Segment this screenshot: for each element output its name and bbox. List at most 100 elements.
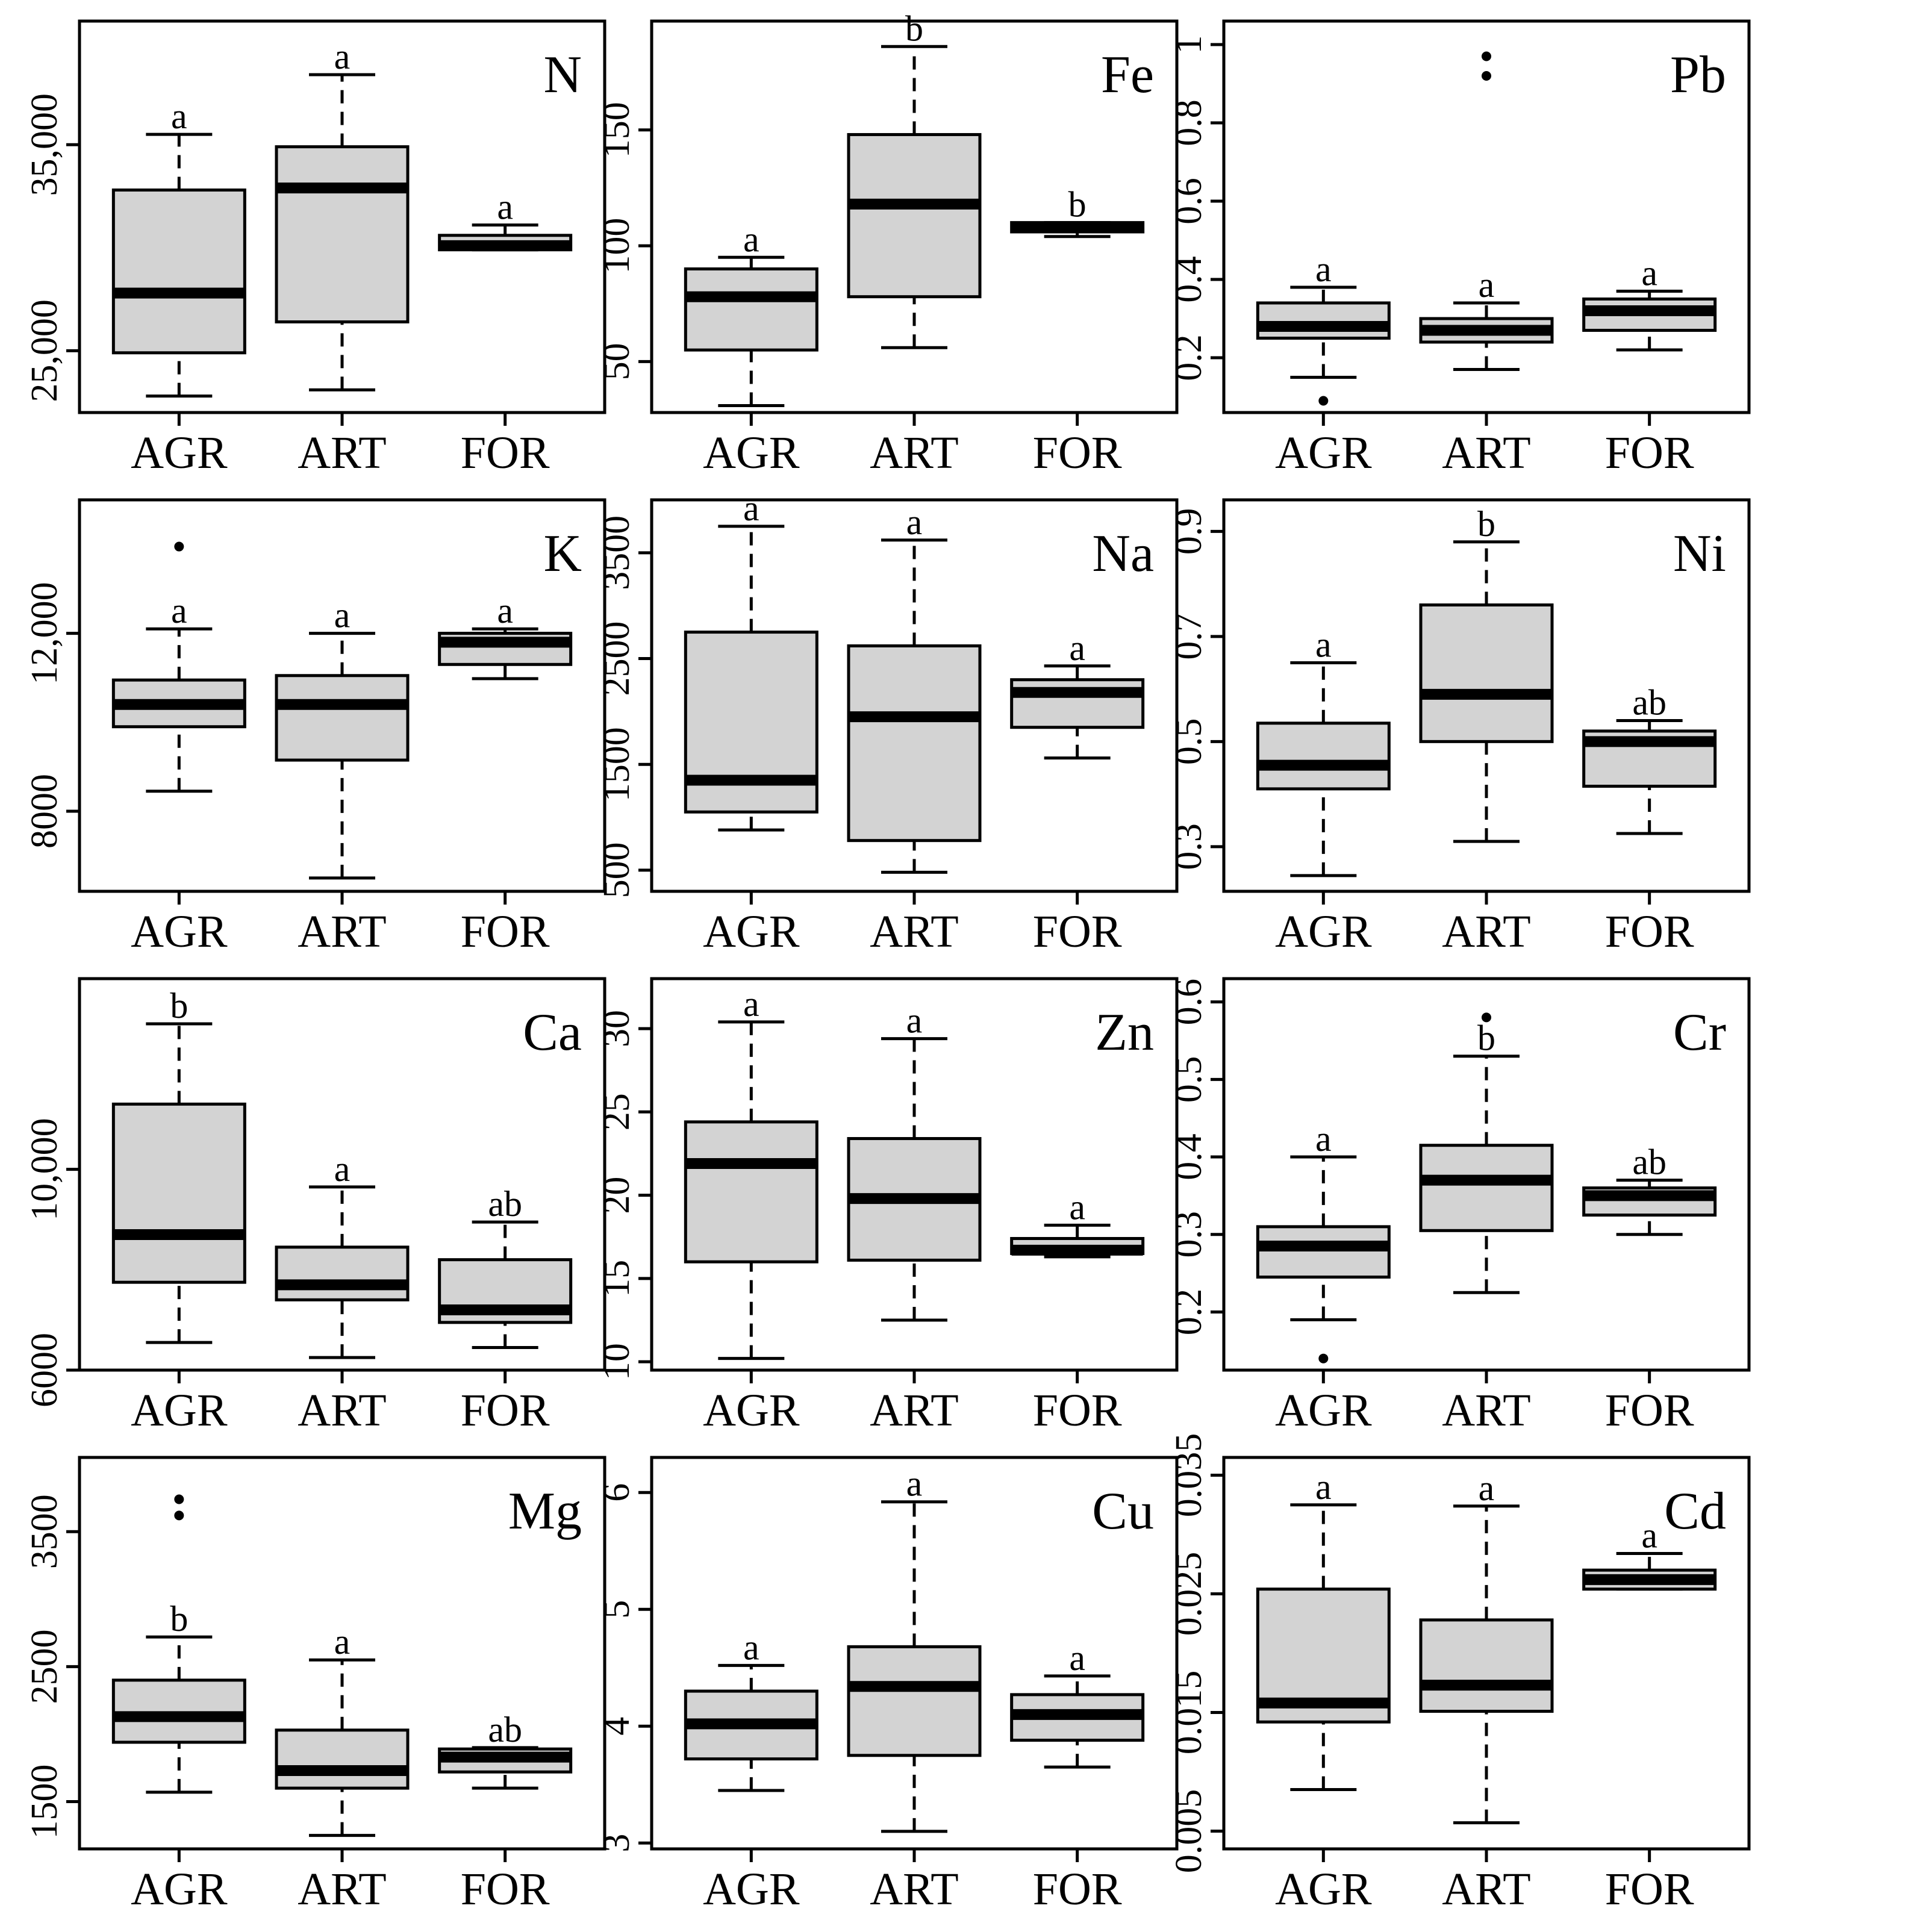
y-tick-label: 6 <box>596 1483 637 1502</box>
box-art: b <box>847 8 982 349</box>
x-category-label: ART <box>1442 906 1530 957</box>
box-agr: a <box>1256 625 1391 877</box>
y-tick-label: 0.4 <box>1168 256 1209 303</box>
box-for: a <box>1010 1187 1145 1259</box>
y-tick-label: 0.5 <box>1168 718 1209 765</box>
iqr-box <box>847 644 982 843</box>
y-tick-label: 0.3 <box>1168 1211 1209 1258</box>
y-tick-label: 4 <box>596 1717 637 1736</box>
significance-letter: a <box>1315 625 1332 664</box>
box-agr: a <box>684 488 818 832</box>
x-category-label: ART <box>1442 1385 1530 1436</box>
significance-letter: a <box>906 1001 923 1041</box>
x-category-label: ART <box>870 906 958 957</box>
y-tick-label: 6000 <box>24 1333 65 1407</box>
box-art: b <box>1419 504 1554 843</box>
iqr-box <box>1010 678 1145 729</box>
box-for: ab <box>438 1710 573 1790</box>
outlier-point <box>174 541 184 552</box>
significance-letter: b <box>1068 185 1086 225</box>
box-art: a <box>1419 51 1554 371</box>
iqr-box <box>684 1120 818 1264</box>
y-tick-label: 1500 <box>596 727 637 802</box>
significance-letter: ab <box>1632 682 1666 722</box>
y-tick-label: 30 <box>596 1010 637 1047</box>
significance-letter: a <box>1069 628 1085 668</box>
x-category-label: AGR <box>131 428 228 478</box>
panel-title: Cu <box>1092 1482 1154 1541</box>
box-art: a <box>847 1464 982 1833</box>
box-art: b <box>1419 1012 1554 1294</box>
significance-letter: b <box>170 986 188 1026</box>
y-tick-label: 10 <box>596 1343 637 1380</box>
iqr-box <box>111 1102 246 1284</box>
panel-title: Fe <box>1101 46 1154 104</box>
significance-letter: a <box>743 219 759 259</box>
iqr-box <box>1419 1144 1554 1232</box>
x-category-label: ART <box>298 1385 386 1436</box>
y-tick-label: 3 <box>596 1834 637 1853</box>
significance-letter: a <box>906 1464 923 1504</box>
x-category-label: ART <box>1442 1864 1530 1915</box>
significance-letter: a <box>334 37 351 76</box>
panel-title: Cr <box>1673 1003 1726 1062</box>
y-tick-label: 0.025 <box>1168 1552 1209 1636</box>
y-tick-label: 25,000 <box>24 299 65 402</box>
iqr-box <box>275 145 410 323</box>
iqr-box <box>684 267 818 352</box>
y-tick-label: 20 <box>596 1177 637 1214</box>
iqr-box <box>1419 1618 1554 1713</box>
significance-letter: a <box>743 488 759 528</box>
box-art: a <box>275 37 410 391</box>
y-tick-label: 8000 <box>24 774 65 849</box>
panel-fe: 50 100 150 AGR ART FOR Fe a b b <box>596 8 1179 478</box>
x-category-label: AGR <box>131 906 228 957</box>
x-category-label: FOR <box>1605 906 1694 957</box>
x-category-label: AGR <box>703 428 800 478</box>
box-agr: a <box>684 219 818 407</box>
y-tick-label: 50 <box>596 343 637 380</box>
x-category-label: ART <box>870 1385 958 1436</box>
panel-pb: 0.2 0.4 0.6 0.8 1 AGR ART FOR Pb a a a <box>1168 19 1751 478</box>
outlier-point <box>1318 1353 1329 1363</box>
x-category-label: FOR <box>1033 1864 1122 1915</box>
significance-letter: b <box>1477 1018 1495 1058</box>
iqr-box <box>1256 301 1391 340</box>
box-for: b <box>1010 185 1145 238</box>
x-category-label: AGR <box>1275 1864 1372 1915</box>
x-category-label: FOR <box>461 428 550 478</box>
y-tick-label: 0.3 <box>1168 823 1209 870</box>
significance-letter: a <box>171 96 187 136</box>
box-for: a <box>438 591 573 681</box>
y-tick-label: 3500 <box>24 1494 65 1569</box>
box-art: a <box>275 1149 410 1359</box>
x-category-label: FOR <box>1605 1864 1694 1915</box>
x-category-label: ART <box>870 1864 958 1915</box>
significance-letter: a <box>1641 1516 1657 1556</box>
y-tick-label: 0.7 <box>1168 613 1209 660</box>
significance-letter: b <box>170 1599 188 1639</box>
y-tick-label: 500 <box>596 842 637 898</box>
iqr-box <box>275 1245 410 1301</box>
significance-letter: ab <box>1632 1142 1666 1182</box>
panel-ca: 6000 10,000 AGR ART FOR Ca b a ab <box>24 977 606 1436</box>
x-category-label: FOR <box>1605 1385 1694 1436</box>
x-category-label: AGR <box>703 1864 800 1915</box>
significance-letter: a <box>1641 254 1657 293</box>
y-tick-label: 35,000 <box>24 93 65 196</box>
box-art: a <box>847 1001 982 1322</box>
significance-letter: a <box>334 1149 351 1189</box>
y-tick-label: 0.015 <box>1168 1671 1209 1755</box>
x-category-label: FOR <box>1033 428 1122 478</box>
significance-letter: a <box>497 187 513 227</box>
significance-letter: a <box>1069 1638 1085 1678</box>
significance-letter: a <box>1479 1468 1495 1508</box>
box-for: a <box>438 187 573 252</box>
y-tick-label: 5 <box>596 1600 637 1619</box>
box-art: a <box>1419 1468 1554 1825</box>
y-tick-label: 0.4 <box>1168 1133 1209 1180</box>
panel-title: Mg <box>508 1482 582 1541</box>
y-tick-label: 10,000 <box>24 1118 65 1221</box>
y-tick-label: 0.6 <box>1168 979 1209 1026</box>
